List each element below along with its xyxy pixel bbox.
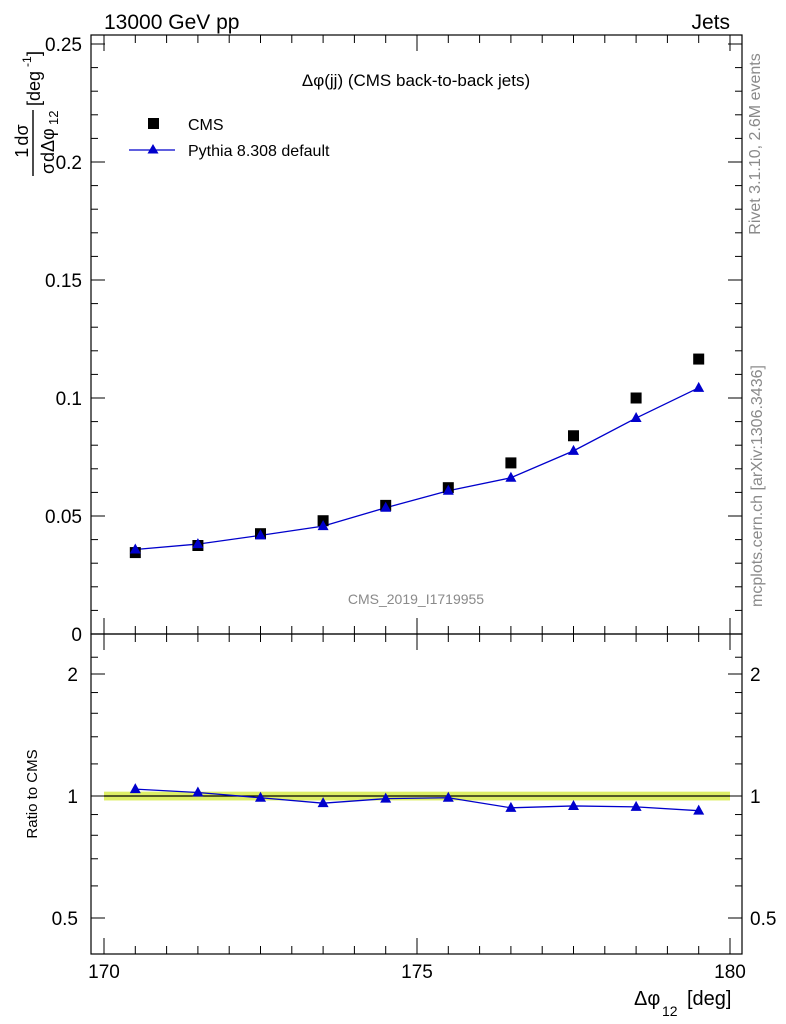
y-tick-label: 0.05 (45, 507, 82, 528)
main-data-layer (129, 353, 705, 559)
pythia-point (129, 543, 141, 554)
legend-pythia-label: Pythia 8.308 default (188, 143, 330, 160)
cms-point (630, 392, 642, 404)
rivet-version-label: Rivet 3.1.10, 2.6M events (747, 53, 764, 234)
ratio-y-tick-label-right: 2 (750, 665, 761, 686)
ratio-pythia-point (129, 783, 141, 794)
cms-point (693, 353, 705, 365)
legend-cms-marker (148, 118, 159, 129)
svg-text:12: 12 (46, 111, 61, 125)
svg-text:-1: -1 (20, 56, 34, 67)
ratio-y-tick-label: 0.5 (52, 909, 78, 930)
svg-text:dΔφ: dΔφ (38, 128, 58, 162)
ratio-y-axis: 0.5 0.5 1 1 2 2 (52, 656, 776, 930)
pythia-point (255, 529, 266, 540)
energy-label: 13000 GeV pp (104, 11, 239, 34)
pythia-point (505, 471, 517, 482)
pythia-point (442, 484, 454, 495)
ratio-pythia-point (630, 800, 642, 811)
pythia-point (568, 444, 579, 455)
svg-text:σ: σ (38, 163, 58, 174)
ratio-y-tick-label: 2 (67, 665, 78, 686)
pythia-point (317, 520, 329, 531)
svg-text:[deg]: [deg] (687, 988, 731, 1010)
y-axis-label: 1 dσ σ dΔφ 12 [deg -1 ] (11, 51, 61, 176)
pythia-point (380, 501, 392, 512)
ratio-y-tick-label: 1 (67, 787, 78, 808)
pythia-point (693, 381, 705, 392)
ratio-pythia-point (380, 792, 392, 803)
mcplots-label: mcplots.cern.ch [arXiv:1306.3436] (749, 365, 766, 607)
chart-title: Δφ(jj) (CMS back-to-back jets) (302, 71, 530, 90)
y-tick-label: 0.1 (56, 389, 82, 410)
main-panel: 0 0.05 0.1 0.15 0.2 0.25 Δφ(jj) (CMS back-to-… (11, 34, 743, 646)
pythia-point (630, 412, 642, 423)
x-axis: 170 175 180 (88, 634, 746, 983)
svg-text:[deg: [deg (24, 71, 44, 106)
ratio-y-tick-label-right: 1 (750, 787, 761, 808)
svg-text:1 dσ: 1 dσ (11, 124, 33, 157)
y-tick-label: 0.25 (45, 35, 82, 56)
svg-text:]: ] (24, 51, 44, 56)
category-label: Jets (691, 11, 730, 34)
cms-point (505, 457, 517, 469)
legend-cms-label: CMS (188, 117, 224, 134)
analysis-id-label: CMS_2019_I1719955 (348, 591, 484, 607)
svg-text:Δφ: Δφ (634, 988, 660, 1010)
svg-text:12: 12 (662, 1003, 678, 1019)
ratio-data-layer (104, 783, 730, 815)
cms-point (568, 430, 579, 442)
ratio-pythia-point (442, 791, 454, 802)
legend-pythia-marker (147, 144, 159, 154)
x-tick-label: 175 (401, 962, 433, 983)
ratio-pythia-line (135, 788, 699, 812)
legend: CMS Pythia 8.308 default (129, 117, 330, 160)
ratio-pythia-point (568, 799, 579, 810)
ratio-y-axis-label: Ratio to CMS (24, 749, 41, 838)
y-tick-label: 0.15 (45, 271, 82, 292)
ratio-pythia-point (255, 791, 266, 802)
ratio-pythia-point (505, 801, 517, 812)
pythia-point (192, 538, 204, 549)
x-tick-label: 170 (88, 962, 120, 983)
ratio-panel: 0.5 0.5 1 1 2 2 170 175 180 Ratio to CMS (24, 633, 776, 983)
x-axis-label: Δφ 12 [deg] (634, 988, 731, 1019)
ratio-y-tick-label-right: 0.5 (750, 909, 776, 930)
ratio-pythia-point (693, 804, 705, 815)
ratio-pythia-point (317, 797, 329, 808)
x-tick-label: 180 (714, 962, 746, 983)
y-tick-label: 0.2 (56, 153, 82, 174)
main-x-minor-ticks (103, 35, 731, 634)
y-tick-label: 0 (71, 625, 82, 646)
pythia-line (135, 387, 699, 551)
ratio-pythia-point (192, 786, 204, 797)
